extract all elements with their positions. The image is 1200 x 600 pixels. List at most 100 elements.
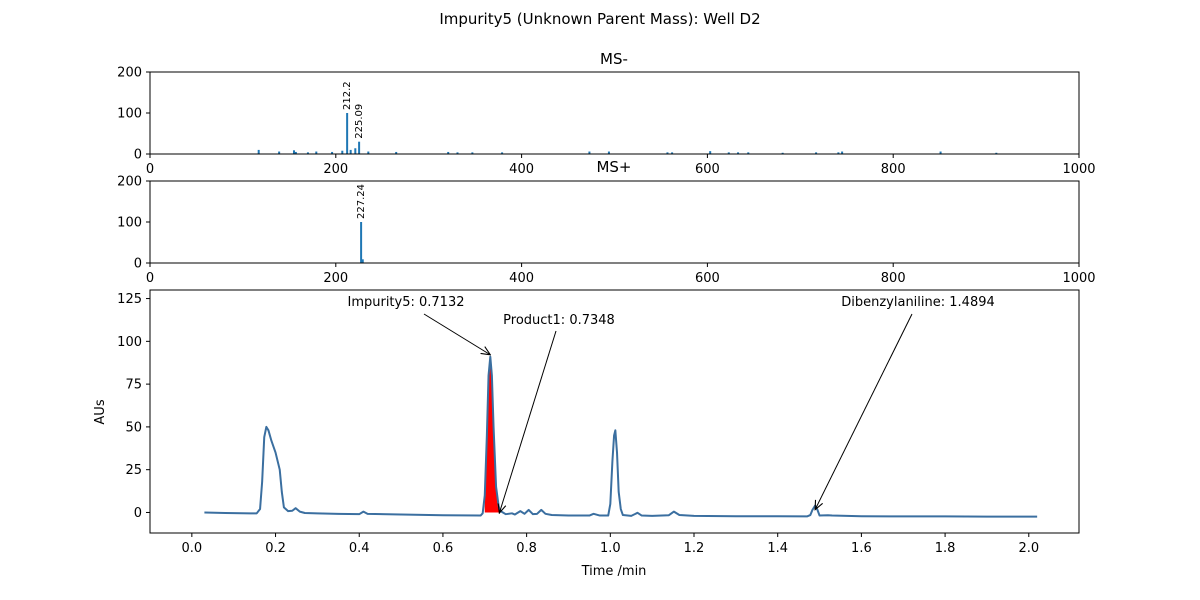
ms-minus-x-tick-label: 800 [881,162,906,177]
ms-minus-bar [341,150,344,154]
annotation-label: Impurity5: 0.7132 [347,295,464,310]
ms-plus-bars [360,222,364,263]
ms-minus-x-tick-label: 400 [509,162,534,177]
chromatogram-x-tick-label: 0.6 [433,541,454,556]
ms-minus-x-tick-label: 0 [146,162,154,177]
ms-plus-bar [360,222,363,263]
chromatogram-y-ticks: 0 25 50 75 100 125 [117,292,150,521]
ms-plus-x-ticks: 0 200 400 600 800 1000 [146,263,1096,286]
chromatogram-frame [149,289,1080,534]
ms-minus-bar [727,152,730,154]
chromatogram-x-tick-label: 1.2 [684,541,705,556]
ms-minus-bar [607,151,610,154]
ms-minus-bar [331,151,334,154]
ms-minus-title: MS- [600,50,628,68]
ms-plus-panel: MS+ 227.24 0 200 400 600 800 1000 0 100 200 [117,158,1095,286]
ms-minus-x-ticks: 0 200 400 600 800 1000 [146,154,1096,177]
ms-minus-bar [278,151,281,154]
chromatogram-y-tick-label: 125 [117,292,142,307]
ms-minus-bar [747,152,750,154]
annotation-arrow [423,313,490,355]
chromatogram-x-tick-label: 1.8 [935,541,956,556]
ms-minus-bar [306,152,309,154]
ms-minus-bar [358,141,361,154]
ms-plus-bar [361,259,364,263]
ms-minus-y-ticks: 0 100 200 [117,66,150,163]
ms-plus-y-tick-label: 200 [117,175,142,190]
chromatogram-x-tick-label: 0.8 [516,541,537,556]
ms-plus-peak-label: 227.24 [356,184,367,219]
chromatogram-ylabel: AUs [93,399,108,424]
ms-plus-title: MS+ [596,158,631,176]
ms-minus-bar [395,151,398,154]
chromatogram-panel: 0.0 0.2 0.4 0.6 0.8 1.0 1.2 1.4 1.6 1.8 2.0 0 25 50 7… [93,289,1080,579]
chromatogram-x-tick-label: 0.0 [182,541,203,556]
ms-minus-y-tick-label: 200 [117,66,142,81]
ms-minus-bar [456,152,459,154]
figure-title: Impurity5 (Unknown Parent Mass): Well D2 [439,10,760,28]
ms-plus-y-tick-label: 100 [117,216,142,231]
ms-plus-y-tick-label: 0 [134,257,142,272]
ms-plus-peak-labels: 227.24 [356,184,367,219]
ms-minus-y-tick-label: 0 [134,148,142,163]
ms-plus-x-tick-label: 200 [323,271,348,286]
chromatogram-x-tick-label: 0.4 [349,541,370,556]
annotation-arrow [815,313,913,510]
ms-plus-x-tick-label: 600 [695,271,720,286]
chromatogram-xlabel: Time /min [581,564,647,579]
ms-minus-bar [939,151,942,154]
chromatogram-y-tick-label: 75 [125,378,142,393]
chromatogram-x-ticks: 0.0 0.2 0.4 0.6 0.8 1.0 1.2 1.4 1.6 1.8 2.0 [182,533,1039,556]
ms-plus-y-ticks: 0 100 200 [117,175,150,272]
ms-minus-bar [841,151,844,154]
annotation-label: Product1: 0.7348 [503,313,615,328]
ms-plus-x-tick-label: 800 [881,271,906,286]
ms-plus-x-tick-label: 1000 [1062,271,1095,286]
chromatogram-annotations: Impurity5: 0.7132 Product1: 0.7348 Dibenzy… [347,295,995,513]
chromatogram-y-tick-label: 25 [125,463,142,478]
chromatogram-trace [204,355,1038,518]
ms-minus-bar [294,151,297,154]
chromatogram-y-tick-label: 50 [125,420,142,435]
ms-minus-peak-label: 212.2 [342,81,353,110]
ms-minus-bar [367,151,370,154]
chromatogram-y-tick-label: 0 [134,506,142,521]
ms-minus-bar [995,152,998,154]
ms-minus-bar [709,151,712,154]
ms-minus-y-tick-label: 100 [117,107,142,122]
ms-minus-bar [257,149,260,154]
ms-minus-bar [471,152,474,154]
ms-minus-frame [149,71,1080,155]
ms-minus-bar [354,148,357,154]
ms-minus-x-tick-label: 1000 [1062,162,1095,177]
ms-minus-bar [315,151,318,154]
ms-minus-bar [666,152,669,154]
chromatogram-y-tick-label: 100 [117,335,142,350]
chromatogram-x-tick-label: 1.4 [767,541,788,556]
ms-minus-bar [292,150,295,154]
ms-minus-peak-label: 225.09 [354,104,365,139]
ms-minus-bar [837,152,840,154]
ms-minus-bar [671,152,674,154]
ms-minus-bar [501,152,504,154]
annotation-arrow [499,330,557,513]
chromatogram-x-tick-label: 1.0 [600,541,621,556]
ms-minus-x-tick-label: 600 [695,162,720,177]
chromatogram-x-tick-label: 1.6 [851,541,872,556]
ms-minus-bar [346,113,349,154]
ms-plus-x-tick-label: 400 [509,271,534,286]
ms-minus-bar [781,152,784,154]
ms-plus-x-tick-label: 0 [146,271,154,286]
ms-minus-bar [349,149,352,154]
ms-minus-bar [447,151,450,154]
ms-minus-bars [257,113,998,154]
annotation-label: Dibenzylaniline: 1.4894 [841,295,995,310]
chromatogram-x-tick-label: 2.0 [1018,541,1039,556]
chromatogram-x-tick-label: 0.2 [265,541,286,556]
ms-minus-bar [588,151,591,154]
ms-minus-x-tick-label: 200 [323,162,348,177]
ms-minus-bar [737,152,740,154]
